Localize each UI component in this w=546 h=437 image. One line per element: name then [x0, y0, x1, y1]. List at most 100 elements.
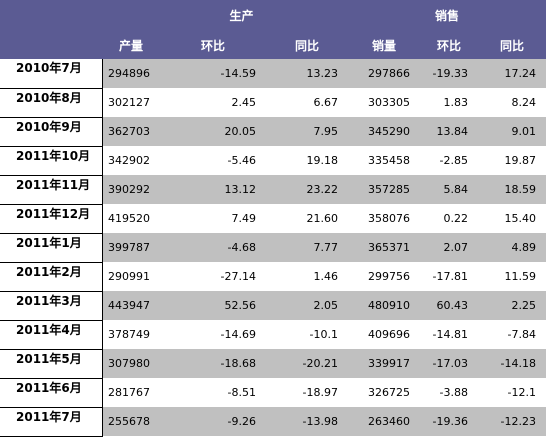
- row-month-label: 2011年11月: [0, 175, 103, 205]
- table-cell: 7.77: [266, 233, 348, 262]
- table-cell: -14.69: [160, 320, 266, 349]
- table-cell: 7.95: [266, 117, 348, 146]
- table-cell: -18.68: [160, 349, 266, 378]
- table-cell: 15.40: [478, 204, 546, 233]
- table-cell: 342902: [102, 146, 160, 175]
- table-cell: 2.25: [478, 291, 546, 320]
- table-cell: -20.21: [266, 349, 348, 378]
- table-cell: 1.83: [420, 88, 478, 117]
- table-cell: 297866: [348, 59, 420, 88]
- col-header-sales-mom: 环比: [436, 38, 461, 53]
- table-cell: 302127: [102, 88, 160, 117]
- row-month-label: 2010年7月: [0, 59, 103, 89]
- col-header-prod-mom: 环比: [200, 38, 225, 53]
- table-cell: 345290: [348, 117, 420, 146]
- table-cell: -5.46: [160, 146, 266, 175]
- table-cell: -19.36: [420, 407, 478, 436]
- table-cell: 263460: [348, 407, 420, 436]
- table-cell: -2.85: [420, 146, 478, 175]
- table-cell: 5.84: [420, 175, 478, 204]
- table-cell: 281767: [102, 378, 160, 407]
- table-cell: 13.12: [160, 175, 266, 204]
- table-cell: 294896: [102, 59, 160, 88]
- table-cell: 378749: [102, 320, 160, 349]
- row-month-label: 2011年4月: [0, 320, 103, 350]
- table-row: 2011年12月 419520 7.49 21.60 358076 0.22 15.40: [0, 204, 546, 234]
- table-row: 2011年3月 443947 52.56 2.05 480910 60.43 2.25: [0, 291, 546, 321]
- col-header-sales-yoy: 同比: [499, 38, 524, 53]
- table-cell: 18.59: [478, 175, 546, 204]
- table-cell: 60.43: [420, 291, 478, 320]
- table-cell: 7.49: [160, 204, 266, 233]
- production-group-header: 生产: [229, 9, 254, 23]
- table-row: 2011年11月 390292 13.12 23.22 357285 5.84 18.59: [0, 175, 546, 205]
- table-row: 2011年10月 342902 -5.46 19.18 335458 -2.85 19.87: [0, 146, 546, 176]
- row-month-label: 2010年9月: [0, 117, 103, 147]
- sales-group-header: 销售: [434, 9, 459, 23]
- row-month-label: 2011年10月: [0, 146, 103, 176]
- table-row: 2010年8月 302127 2.45 6.67 303305 1.83 8.24: [0, 88, 546, 118]
- table-cell: 358076: [348, 204, 420, 233]
- table-cell: 290991: [102, 262, 160, 291]
- table-cell: 1.46: [266, 262, 348, 291]
- table-cell: -9.26: [160, 407, 266, 436]
- table-row: 2011年7月 255678 -9.26 -13.98 263460 -19.36 -12.…: [0, 407, 546, 437]
- table-row: 2010年9月 362703 20.05 7.95 345290 13.84 9.01: [0, 117, 546, 147]
- table-row: 2010年7月 294896 -14.59 13.23 297866 -19.33 17.2…: [0, 59, 546, 89]
- row-month-label: 2011年2月: [0, 262, 103, 292]
- table-cell: 0.22: [420, 204, 478, 233]
- table-cell: 409696: [348, 320, 420, 349]
- header-corner: [0, 0, 102, 31]
- table-cell: 19.87: [478, 146, 546, 175]
- table-cell: -4.68: [160, 233, 266, 262]
- table-cell: 2.45: [160, 88, 266, 117]
- table-cell: 17.24: [478, 59, 546, 88]
- table-cell: 365371: [348, 233, 420, 262]
- table-cell: 11.59: [478, 262, 546, 291]
- table-cell: 362703: [102, 117, 160, 146]
- table-cell: -12.23: [478, 407, 546, 436]
- table-row: 2011年1月 399787 -4.68 7.77 365371 2.07 4.89: [0, 233, 546, 263]
- table-cell: -8.51: [160, 378, 266, 407]
- table-cell: 21.60: [266, 204, 348, 233]
- table-cell: 2.05: [266, 291, 348, 320]
- header-month-blank: [0, 31, 102, 59]
- table-cell: 307980: [102, 349, 160, 378]
- table-cell: -14.59: [160, 59, 266, 88]
- table-row: 2011年6月 281767 -8.51 -18.97 326725 -3.88 -12.1: [0, 378, 546, 408]
- table-cell: 303305: [348, 88, 420, 117]
- table-cell: -14.18: [478, 349, 546, 378]
- table-cell: 326725: [348, 378, 420, 407]
- table-cell: -18.97: [266, 378, 348, 407]
- col-header-prod-yoy: 同比: [294, 38, 319, 53]
- table-cell: 399787: [102, 233, 160, 262]
- table-cell: 52.56: [160, 291, 266, 320]
- row-month-label: 2011年5月: [0, 349, 103, 379]
- table-cell: -10.1: [266, 320, 348, 349]
- table-cell: 20.05: [160, 117, 266, 146]
- row-month-label: 2011年6月: [0, 378, 103, 408]
- table-header: 生产 销售 产量 环比 同比 销量 环比 同比: [0, 0, 546, 59]
- table-cell: 335458: [348, 146, 420, 175]
- table-cell: 480910: [348, 291, 420, 320]
- table-cell: 255678: [102, 407, 160, 436]
- table-row: 2011年2月 290991 -27.14 1.46 299756 -17.81 11.59: [0, 262, 546, 292]
- col-header-sales-volume: 销量: [371, 38, 396, 53]
- table-body: 2010年7月 294896 -14.59 13.23 297866 -19.33 17.2…: [0, 59, 546, 437]
- table-cell: 443947: [102, 291, 160, 320]
- row-month-label: 2011年12月: [0, 204, 103, 234]
- table-cell: -12.1: [478, 378, 546, 407]
- table-cell: 419520: [102, 204, 160, 233]
- table-cell: 13.84: [420, 117, 478, 146]
- row-month-label: 2010年8月: [0, 88, 103, 118]
- table-cell: -13.98: [266, 407, 348, 436]
- table-cell: -19.33: [420, 59, 478, 88]
- table-cell: -7.84: [478, 320, 546, 349]
- table-cell: 299756: [348, 262, 420, 291]
- row-month-label: 2011年1月: [0, 233, 103, 263]
- table-row: 2011年4月 378749 -14.69 -10.1 409696 -14.81 -7.8…: [0, 320, 546, 350]
- table-cell: -17.03: [420, 349, 478, 378]
- table-cell: 2.07: [420, 233, 478, 262]
- table-cell: -17.81: [420, 262, 478, 291]
